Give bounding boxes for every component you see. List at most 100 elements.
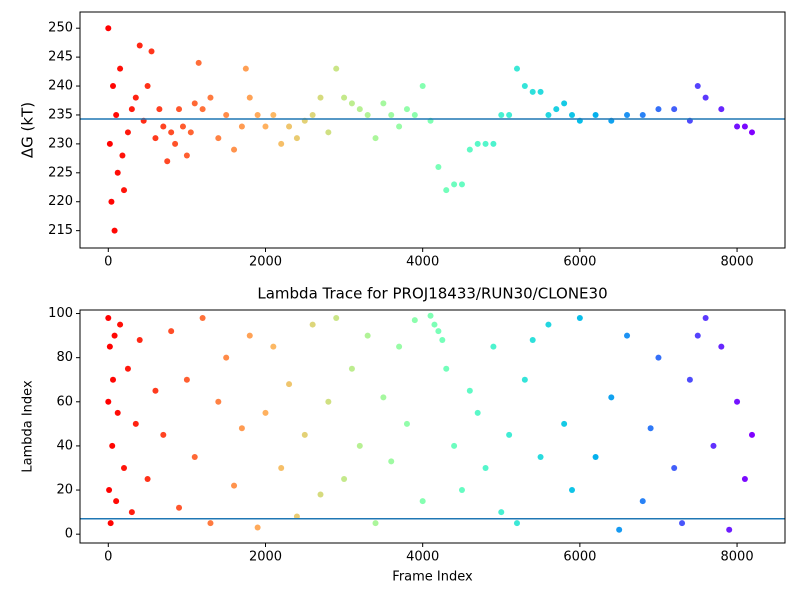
x-tick-label: 6000 — [563, 550, 596, 565]
point — [286, 123, 293, 130]
point — [113, 498, 120, 505]
point — [348, 100, 355, 107]
y-tick-label: 0 — [65, 527, 73, 542]
point — [223, 111, 230, 118]
point — [694, 332, 701, 339]
point — [105, 398, 112, 405]
point — [152, 135, 159, 142]
point — [694, 83, 701, 90]
point — [119, 152, 126, 159]
point — [105, 25, 112, 32]
point — [741, 123, 748, 130]
point — [128, 509, 135, 516]
point — [333, 65, 340, 72]
point — [718, 106, 725, 113]
x-tick-label: 4000 — [406, 255, 439, 270]
point — [576, 314, 583, 321]
point — [108, 198, 115, 205]
point — [545, 321, 552, 328]
point — [238, 425, 245, 432]
point — [592, 453, 599, 460]
y-tick-label: 215 — [48, 223, 73, 238]
point — [246, 94, 253, 101]
point — [490, 343, 497, 350]
point — [403, 106, 410, 113]
point — [106, 140, 113, 147]
point — [458, 487, 465, 494]
point — [537, 88, 544, 95]
point — [152, 387, 159, 394]
point — [207, 94, 214, 101]
point — [191, 453, 198, 460]
point — [506, 111, 513, 118]
point — [521, 376, 528, 383]
point — [231, 146, 238, 153]
y-axis-label: Lambda Index — [21, 380, 36, 473]
point — [608, 394, 615, 401]
y-tick-label: 235 — [48, 107, 73, 122]
point — [529, 88, 536, 95]
point — [117, 321, 124, 328]
y-tick-label: 225 — [48, 165, 73, 180]
point — [490, 140, 497, 147]
point — [435, 328, 442, 335]
point — [748, 129, 755, 136]
plot-frame — [79, 11, 786, 249]
point — [309, 111, 316, 118]
point — [592, 111, 599, 118]
point — [215, 135, 222, 142]
point — [569, 487, 576, 494]
point — [396, 343, 403, 350]
point — [124, 365, 131, 372]
point — [734, 398, 741, 405]
point — [734, 123, 741, 130]
point — [411, 111, 418, 118]
point — [372, 135, 379, 142]
point — [403, 420, 410, 427]
point — [136, 337, 143, 344]
point — [474, 140, 481, 147]
point — [451, 442, 458, 449]
point — [553, 106, 560, 113]
point — [419, 83, 426, 90]
point — [309, 321, 316, 328]
y-tick-label: 250 — [48, 21, 73, 36]
point — [545, 111, 552, 118]
point — [286, 381, 293, 388]
point — [498, 509, 505, 516]
point — [121, 187, 128, 194]
point — [718, 343, 725, 350]
point — [443, 365, 450, 372]
point — [207, 520, 214, 527]
point — [114, 409, 121, 416]
point — [168, 129, 175, 136]
point — [136, 42, 143, 49]
y-tick-label: 100 — [48, 306, 73, 321]
point — [106, 487, 113, 494]
point — [183, 152, 190, 159]
point — [655, 354, 662, 361]
point — [128, 106, 135, 113]
point — [191, 100, 198, 107]
point — [160, 123, 167, 130]
point — [671, 106, 678, 113]
point — [364, 332, 371, 339]
y-tick-label: 60 — [56, 394, 73, 409]
point — [242, 65, 249, 72]
point — [183, 376, 190, 383]
point — [624, 111, 631, 118]
point — [325, 129, 332, 136]
point — [513, 520, 520, 527]
point — [195, 59, 202, 66]
point — [748, 431, 755, 438]
point — [686, 376, 693, 383]
point — [301, 431, 308, 438]
point — [647, 425, 654, 432]
point — [160, 431, 167, 438]
point — [710, 442, 717, 449]
point — [106, 343, 113, 350]
point — [114, 169, 121, 176]
point — [411, 317, 418, 324]
point — [254, 111, 261, 118]
